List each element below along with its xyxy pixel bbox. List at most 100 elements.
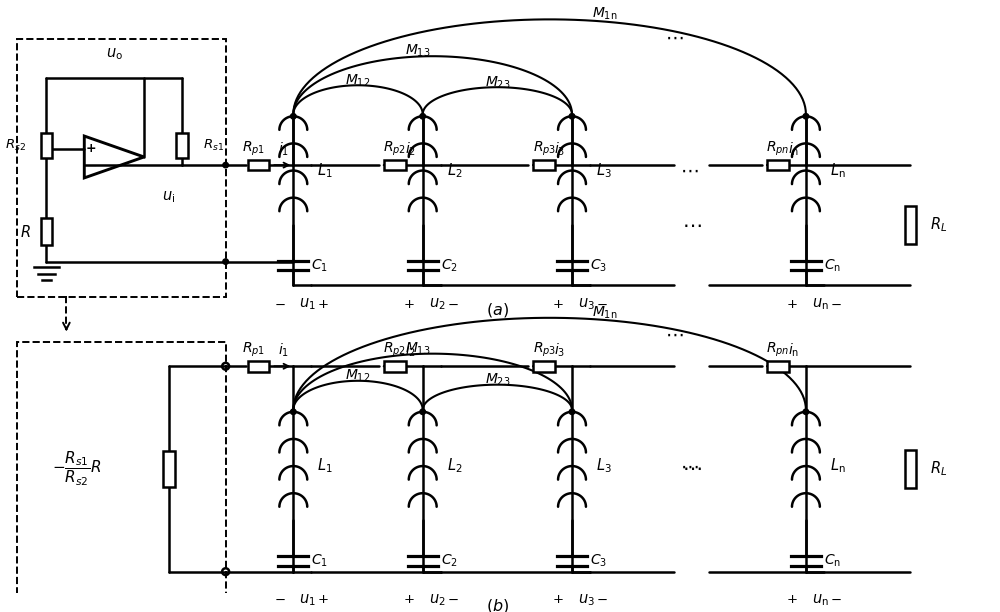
Text: $-$: $-$ [596, 593, 608, 606]
Text: $M_{1\rm n}$: $M_{1\rm n}$ [592, 6, 617, 22]
Text: $M_{23}$: $M_{23}$ [485, 371, 510, 388]
Text: $L_3$: $L_3$ [596, 161, 612, 180]
Bar [384, 160, 406, 170]
Text: $(a)$: $(a)$ [486, 301, 509, 319]
Bar [163, 450, 175, 487]
Text: $C_2$: $C_2$ [441, 553, 458, 569]
Text: $u_{\rm i}$: $u_{\rm i}$ [162, 189, 176, 204]
Circle shape [291, 114, 296, 119]
Text: $R_{p3}$: $R_{p3}$ [533, 140, 556, 158]
Text: $C_{\rm n}$: $C_{\rm n}$ [824, 553, 841, 569]
Text: $u_2$: $u_2$ [429, 592, 445, 608]
Text: $L_3$: $L_3$ [596, 457, 612, 476]
Bar [905, 450, 916, 488]
Text: $M_{13}$: $M_{13}$ [405, 42, 430, 59]
Text: $(b)$: $(b)$ [486, 597, 509, 612]
Text: $+$: $+$ [403, 593, 415, 606]
Text: $-\dfrac{R_{s1}}{R_{s2}}R$: $-\dfrac{R_{s1}}{R_{s2}}R$ [52, 450, 101, 488]
Text: $L_1$: $L_1$ [317, 457, 333, 476]
Circle shape [291, 409, 296, 414]
Bar [767, 160, 789, 170]
Text: +: + [86, 143, 97, 155]
Text: $-$: $-$ [274, 593, 285, 606]
Text: $M_{13}$: $M_{13}$ [405, 341, 430, 357]
Text: $M_{1\rm n}$: $M_{1\rm n}$ [592, 305, 617, 321]
Text: $u_{\rm n}$: $u_{\rm n}$ [812, 296, 829, 312]
Text: $R_{s2}$: $R_{s2}$ [5, 138, 26, 153]
Text: $\cdots$: $\cdots$ [680, 161, 698, 180]
Text: $R_L$: $R_L$ [930, 460, 948, 479]
Text: $\cdots$: $\cdots$ [665, 28, 683, 47]
Text: $\cdots$: $\cdots$ [680, 457, 698, 476]
Text: $i_2$: $i_2$ [405, 342, 416, 359]
Text: $\cdots$: $\cdots$ [665, 325, 683, 344]
Text: $C_1$: $C_1$ [311, 257, 328, 274]
Text: $i_3$: $i_3$ [554, 342, 565, 359]
Text: $+$: $+$ [786, 298, 798, 311]
Text: $M_{12}$: $M_{12}$ [345, 72, 371, 89]
Text: $L_2$: $L_2$ [447, 161, 462, 180]
Text: $C_3$: $C_3$ [590, 553, 607, 569]
Text: $L_1$: $L_1$ [317, 161, 333, 180]
Text: $-$: $-$ [830, 298, 842, 311]
Text: $R_{p1}$: $R_{p1}$ [242, 341, 265, 359]
Text: $M_{23}$: $M_{23}$ [485, 74, 510, 91]
Text: $+$: $+$ [317, 593, 329, 606]
Text: $R_{p3}$: $R_{p3}$ [533, 341, 556, 359]
Text: $i_3$: $i_3$ [554, 141, 565, 159]
Circle shape [803, 409, 809, 414]
Text: $i_{\rm n}$: $i_{\rm n}$ [788, 342, 799, 359]
Bar [533, 361, 555, 371]
Text: $-$: $-$ [447, 593, 458, 606]
Circle shape [803, 114, 809, 119]
Bar [176, 133, 188, 158]
Text: $u_2$: $u_2$ [429, 296, 445, 312]
Circle shape [420, 114, 425, 119]
Text: $+$: $+$ [786, 593, 798, 606]
Text: $C_{\rm n}$: $C_{\rm n}$ [824, 257, 841, 274]
Text: $R_{s1}$: $R_{s1}$ [203, 138, 224, 153]
Text: $+$: $+$ [552, 298, 564, 311]
Text: $i_1$: $i_1$ [278, 141, 289, 159]
Text: $u_1$: $u_1$ [299, 592, 316, 608]
Bar [41, 218, 52, 245]
Bar [248, 160, 269, 170]
Text: $R_L$: $R_L$ [930, 215, 948, 234]
Text: $+$: $+$ [552, 593, 564, 606]
Circle shape [223, 162, 228, 168]
Bar [248, 361, 269, 371]
Bar [533, 160, 555, 170]
Text: $R_{pn}$: $R_{pn}$ [766, 341, 790, 359]
Text: $u_{\rm o}$: $u_{\rm o}$ [106, 47, 123, 62]
Text: $L_{\rm n}$: $L_{\rm n}$ [830, 161, 846, 180]
Text: $u_{\rm n}$: $u_{\rm n}$ [812, 592, 829, 608]
Text: $R$: $R$ [20, 223, 31, 239]
Circle shape [569, 114, 575, 119]
Text: $+$: $+$ [403, 298, 415, 311]
Text: $R_{p1}$: $R_{p1}$ [242, 140, 265, 158]
Text: $R_{p2}$: $R_{p2}$ [383, 140, 406, 158]
Text: $\cdots$: $\cdots$ [682, 215, 701, 234]
Text: $i_2$: $i_2$ [405, 141, 416, 159]
Text: $-$: $-$ [274, 298, 285, 311]
Text: $L_{\rm n}$: $L_{\rm n}$ [830, 457, 846, 476]
Circle shape [223, 259, 228, 264]
Circle shape [420, 409, 425, 414]
Text: $L_2$: $L_2$ [447, 457, 462, 476]
Text: $C_3$: $C_3$ [590, 257, 607, 274]
Text: $i_{\rm n}$: $i_{\rm n}$ [788, 141, 799, 159]
Text: $+$: $+$ [317, 298, 329, 311]
Text: $u_3$: $u_3$ [578, 592, 595, 608]
Text: $\cdots$: $\cdots$ [682, 460, 701, 479]
Text: $u_3$: $u_3$ [578, 296, 595, 312]
Text: $-$: $-$ [830, 593, 842, 606]
Text: $M_{12}$: $M_{12}$ [345, 368, 371, 384]
Circle shape [569, 409, 575, 414]
Text: $i_1$: $i_1$ [278, 342, 289, 359]
Text: $C_1$: $C_1$ [311, 553, 328, 569]
Text: $-$: $-$ [447, 298, 458, 311]
Bar [905, 206, 916, 244]
Text: $-$: $-$ [596, 298, 608, 311]
Bar [384, 361, 406, 371]
Text: $u_1$: $u_1$ [299, 296, 316, 312]
